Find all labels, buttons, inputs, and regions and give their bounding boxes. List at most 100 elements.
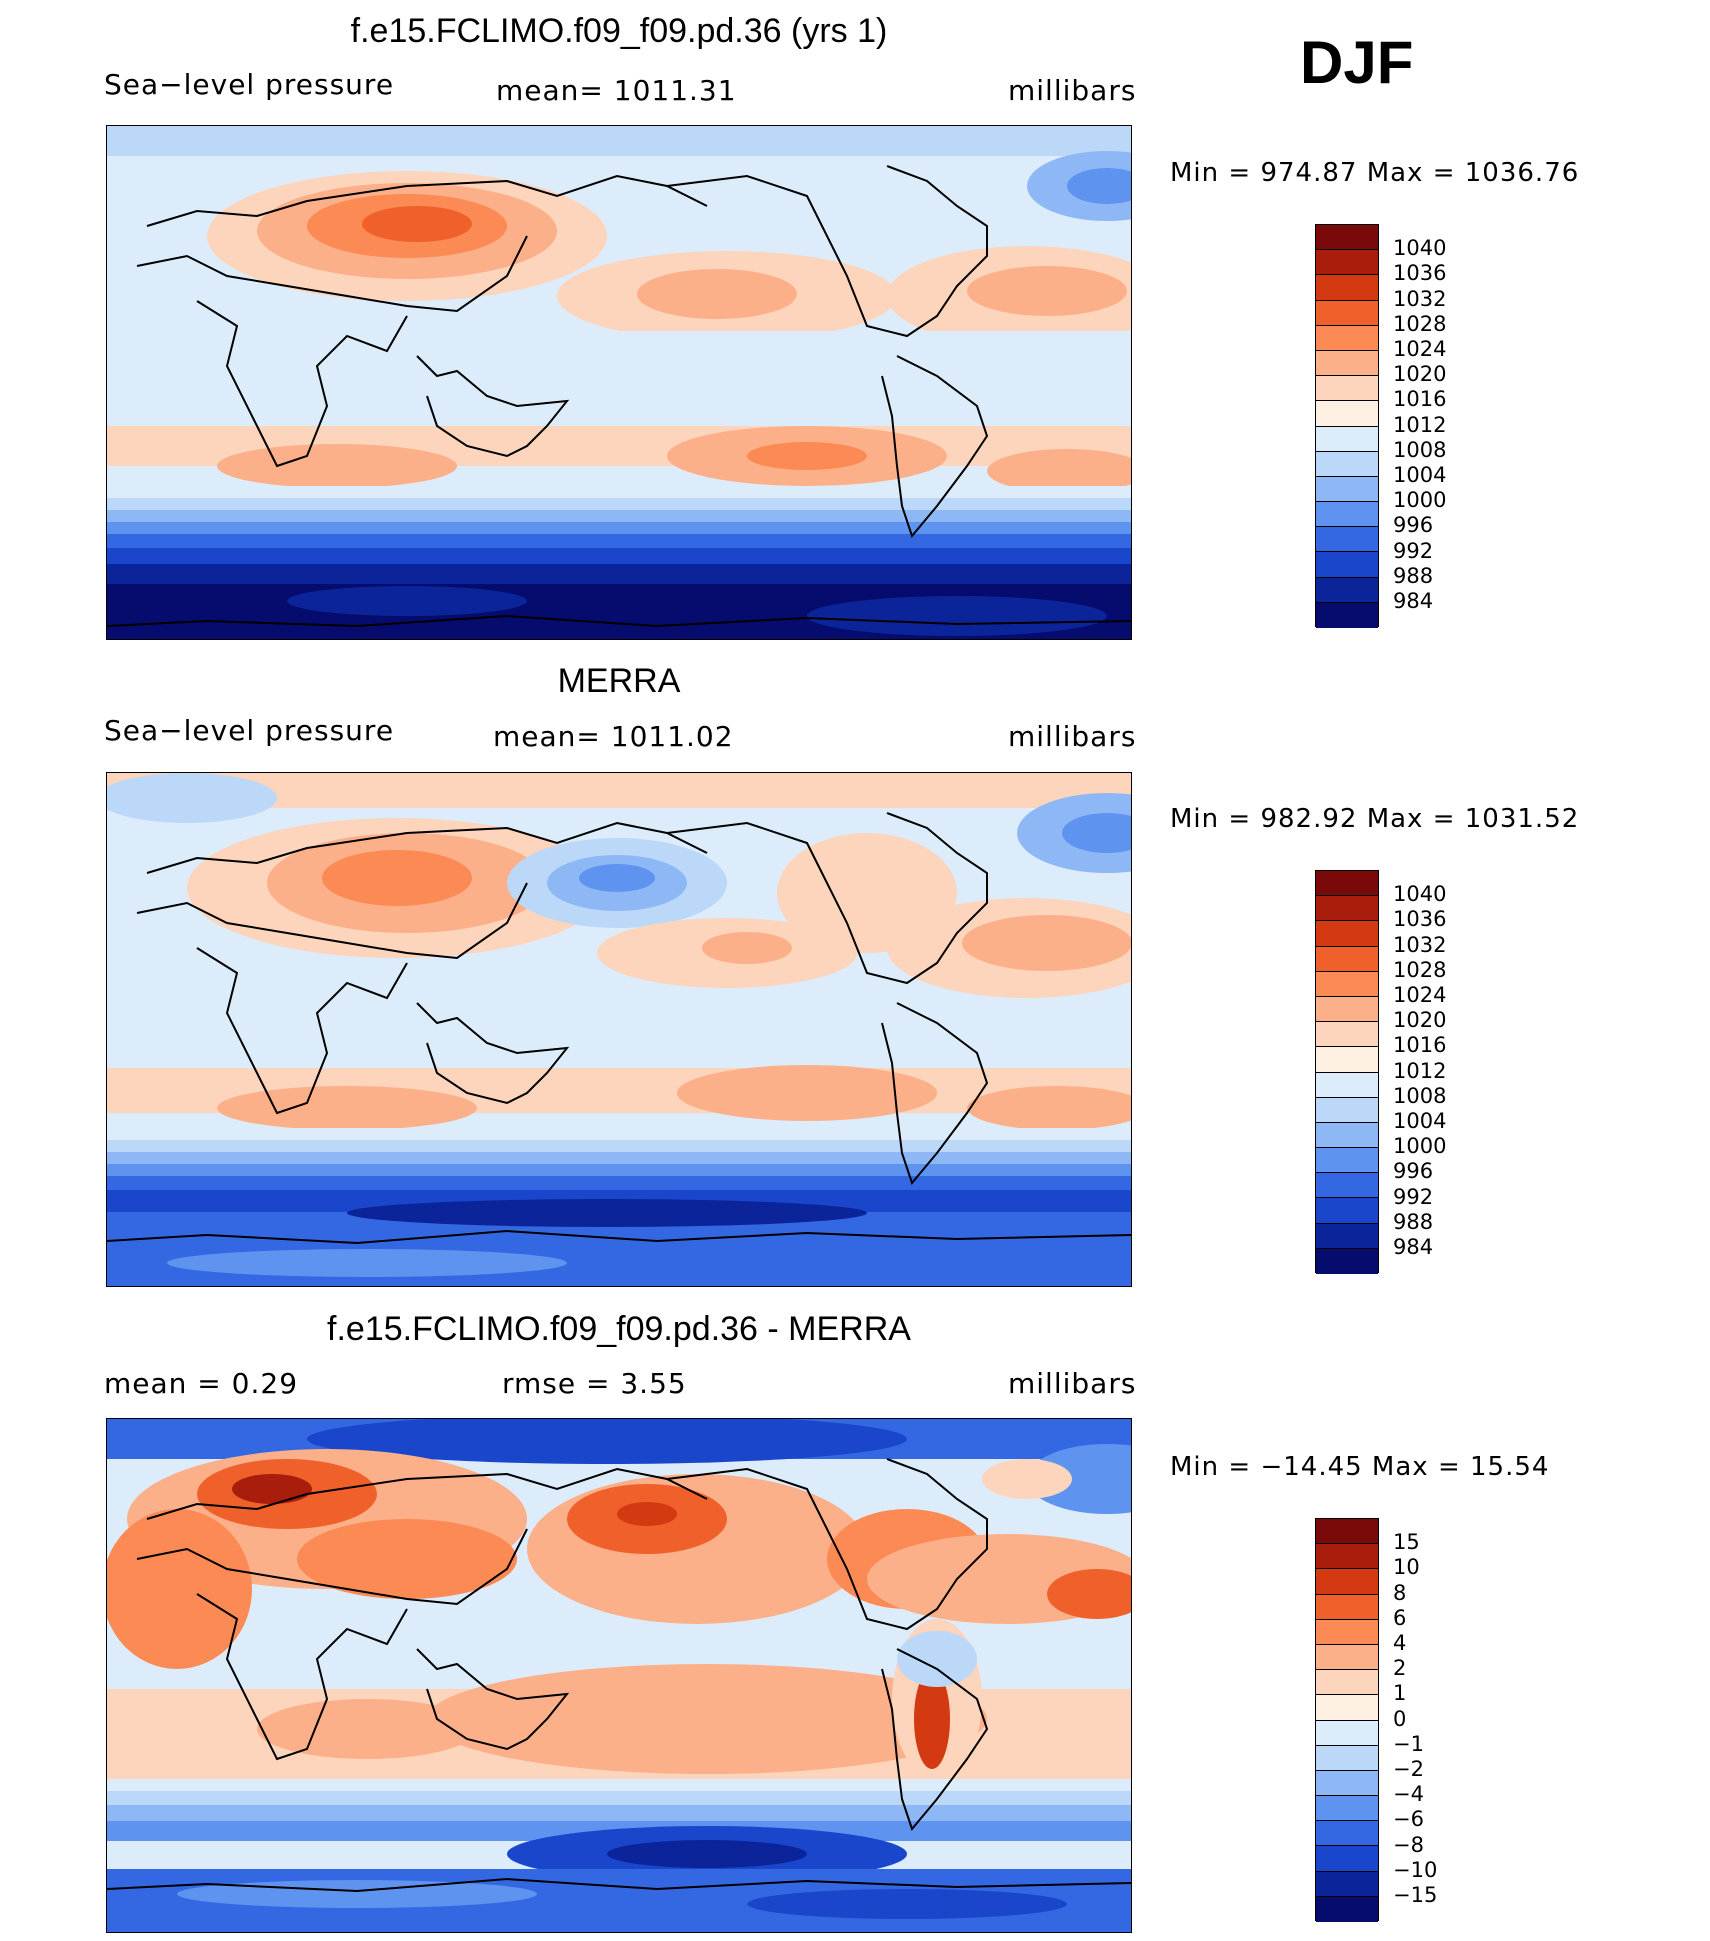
colorbar-level-label: 15 bbox=[1393, 1530, 1420, 1555]
colorbar-swatch bbox=[1316, 1796, 1378, 1822]
colorbar-level-label: 1032 bbox=[1393, 932, 1447, 957]
colorbar-swatch bbox=[1316, 1670, 1378, 1696]
panel-2-colorbar bbox=[1315, 870, 1379, 1274]
colorbar-level-label: 1 bbox=[1393, 1681, 1407, 1706]
colorbar-swatch bbox=[1316, 1720, 1378, 1746]
colorbar-swatch bbox=[1316, 1821, 1378, 1847]
colorbar-swatch bbox=[1316, 1569, 1378, 1595]
colorbar-swatch bbox=[1316, 1871, 1378, 1897]
colorbar-level-label: 984 bbox=[1393, 1235, 1434, 1259]
colorbar-level-label: −2 bbox=[1393, 1757, 1424, 1781]
colorbar-swatch bbox=[1316, 250, 1378, 276]
colorbar-swatch bbox=[1316, 1644, 1378, 1671]
colorbar-swatch bbox=[1316, 300, 1378, 326]
colorbar-swatch bbox=[1316, 451, 1378, 477]
panel-2-map bbox=[106, 772, 1132, 1287]
panel-1-title: f.e15.FCLIMO.f09_f09.pd.36 (yrs 1) bbox=[350, 12, 888, 50]
colorbar-swatch bbox=[1316, 376, 1378, 402]
colorbar-swatch bbox=[1316, 1619, 1378, 1645]
colorbar-level-label: 988 bbox=[1393, 1209, 1434, 1234]
colorbar-swatch bbox=[1316, 426, 1378, 452]
colorbar-level-label: 1008 bbox=[1393, 1083, 1447, 1108]
panel-1-mean-label: mean= 1011.31 bbox=[496, 74, 737, 107]
panel-1-minmax: Min = 974.87 Max = 1036.76 bbox=[1170, 158, 1580, 188]
colorbar-swatch bbox=[1316, 971, 1378, 997]
colorbar-level-label: 996 bbox=[1393, 1159, 1434, 1184]
colorbar-swatch bbox=[1316, 527, 1378, 553]
colorbar-level-label: 4 bbox=[1393, 1631, 1407, 1655]
colorbar-swatch bbox=[1316, 552, 1378, 578]
panel-1-map-svg bbox=[107, 126, 1131, 639]
panel-2-units-label: millibars bbox=[1008, 720, 1137, 753]
colorbar-level-label: 1028 bbox=[1393, 957, 1447, 982]
panel-2-variable-label: Sea−level pressure bbox=[104, 714, 395, 747]
colorbar-level-label: 1000 bbox=[1393, 1134, 1447, 1159]
colorbar-level-label: 1000 bbox=[1393, 488, 1447, 513]
colorbar-level-label: 984 bbox=[1393, 589, 1434, 613]
panel-3-mean-label: mean = 0.29 bbox=[104, 1367, 299, 1400]
colorbar-swatch bbox=[1316, 1122, 1378, 1149]
colorbar-swatch bbox=[1316, 1519, 1378, 1545]
colorbar-swatch bbox=[1316, 871, 1378, 897]
colorbar-level-label: 996 bbox=[1393, 513, 1434, 538]
colorbar-level-label: 1040 bbox=[1393, 882, 1447, 907]
panel-2-mean-label: mean= 1011.02 bbox=[493, 720, 734, 753]
colorbar-level-label: 8 bbox=[1393, 1580, 1407, 1605]
colorbar-level-label: 988 bbox=[1393, 563, 1434, 588]
colorbar-level-label: 0 bbox=[1393, 1706, 1407, 1731]
colorbar-swatch bbox=[1316, 325, 1378, 351]
colorbar-swatch bbox=[1316, 1846, 1378, 1872]
colorbar-swatch bbox=[1316, 1223, 1378, 1249]
colorbar-level-label: 2 bbox=[1393, 1656, 1407, 1681]
panel-1-map bbox=[106, 125, 1132, 640]
colorbar-swatch bbox=[1316, 1544, 1378, 1570]
colorbar-swatch bbox=[1316, 350, 1378, 377]
colorbar-swatch bbox=[1316, 1198, 1378, 1224]
panel-2-minmax: Min = 982.92 Max = 1031.52 bbox=[1170, 804, 1580, 834]
panel-3-rmse-label: rmse = 3.55 bbox=[502, 1367, 687, 1400]
colorbar-swatch bbox=[1316, 1097, 1378, 1123]
colorbar-level-label: −15 bbox=[1393, 1883, 1438, 1907]
colorbar-level-label: 10 bbox=[1393, 1555, 1420, 1580]
panel-3-map bbox=[106, 1418, 1132, 1933]
colorbar-level-label: −6 bbox=[1393, 1807, 1424, 1832]
colorbar-level-label: 1004 bbox=[1393, 1109, 1447, 1133]
panel-2-title: MERRA bbox=[557, 662, 681, 700]
colorbar-swatch bbox=[1316, 1695, 1378, 1721]
colorbar-level-label: 1032 bbox=[1393, 286, 1447, 311]
colorbar-swatch bbox=[1316, 401, 1378, 427]
colorbar-level-label: 992 bbox=[1393, 538, 1434, 563]
colorbar-swatch bbox=[1316, 577, 1378, 603]
colorbar-swatch bbox=[1316, 1594, 1378, 1620]
colorbar-swatch bbox=[1316, 996, 1378, 1023]
season-label: DJF bbox=[1300, 29, 1414, 96]
colorbar-swatch bbox=[1316, 946, 1378, 972]
panel-3-minmax: Min = −14.45 Max = 15.54 bbox=[1170, 1452, 1550, 1482]
colorbar-level-label: 1012 bbox=[1393, 412, 1447, 437]
panel-2-map-svg bbox=[107, 773, 1131, 1286]
colorbar-level-label: 1036 bbox=[1393, 261, 1447, 286]
colorbar-level-label: 1024 bbox=[1393, 983, 1447, 1007]
colorbar-swatch bbox=[1316, 1072, 1378, 1098]
colorbar-swatch bbox=[1316, 225, 1378, 251]
colorbar-level-label: 1020 bbox=[1393, 1008, 1447, 1033]
colorbar-level-label: 1016 bbox=[1393, 387, 1447, 412]
colorbar-swatch bbox=[1316, 1745, 1378, 1771]
colorbar-swatch bbox=[1316, 896, 1378, 922]
colorbar-level-label: 1024 bbox=[1393, 337, 1447, 361]
colorbar-swatch bbox=[1316, 476, 1378, 503]
colorbar-swatch bbox=[1316, 602, 1378, 628]
colorbar-swatch bbox=[1316, 275, 1378, 301]
panel-3-colorbar bbox=[1315, 1518, 1379, 1922]
colorbar-level-label: −8 bbox=[1393, 1832, 1424, 1857]
colorbar-level-label: 1012 bbox=[1393, 1058, 1447, 1083]
colorbar-swatch bbox=[1316, 921, 1378, 947]
colorbar-level-label: −10 bbox=[1393, 1857, 1438, 1882]
colorbar-level-label: 1020 bbox=[1393, 362, 1447, 387]
colorbar-swatch bbox=[1316, 1770, 1378, 1797]
colorbar-level-label: 1008 bbox=[1393, 437, 1447, 462]
colorbar-level-label: 6 bbox=[1393, 1605, 1407, 1630]
colorbar-swatch bbox=[1316, 502, 1378, 528]
colorbar-swatch bbox=[1316, 1248, 1378, 1274]
colorbar-level-label: 992 bbox=[1393, 1184, 1434, 1209]
